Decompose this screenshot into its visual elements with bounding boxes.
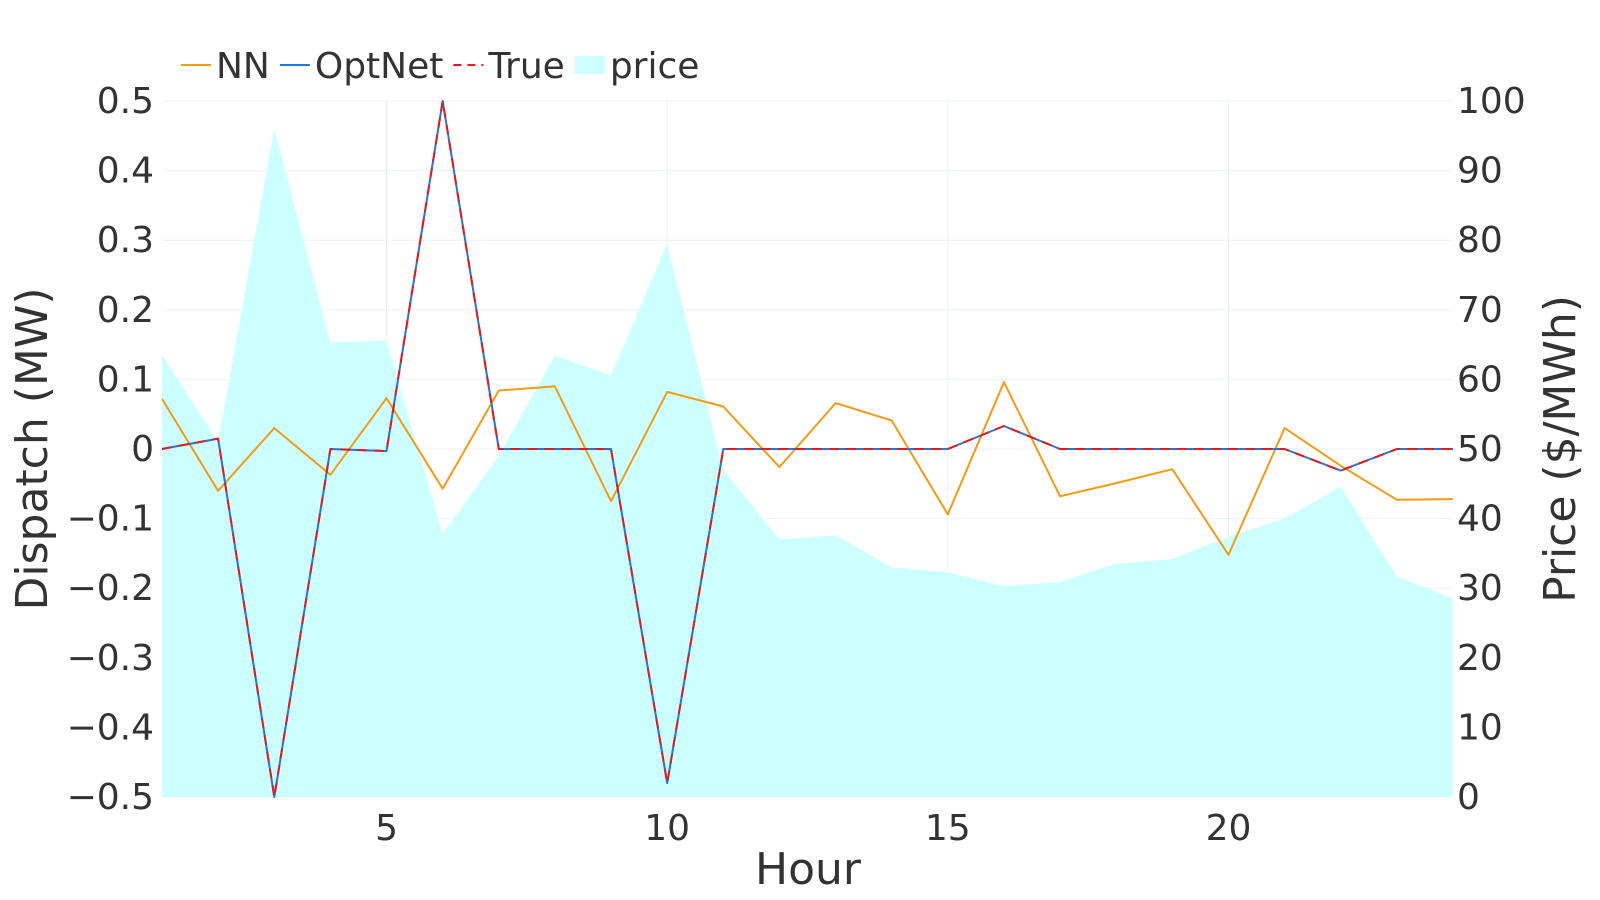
y2-axis-title: Price ($/MWh) (1535, 295, 1586, 603)
y-tick-label: −0.2 (67, 568, 154, 609)
y2-tick-label: 80 (1457, 220, 1503, 261)
legend-item-OptNet: OptNet (279, 46, 444, 87)
legend-item-price: price (574, 46, 700, 87)
legend-label: NN (216, 46, 270, 87)
y-tick-label: 0.4 (97, 151, 154, 192)
y-tick-label: 0 (131, 429, 154, 470)
y2-tick-label: 60 (1457, 359, 1503, 400)
series-price-area (162, 128, 1453, 798)
x-axis-title: Hour (755, 844, 862, 895)
series-NN-line (161, 381, 1454, 556)
line-layer (161, 100, 1454, 798)
legend-label: OptNet (315, 46, 444, 87)
legend-swatch (574, 56, 605, 74)
y-tick-label: 0.2 (97, 290, 154, 331)
y2-tick-label: 20 (1457, 638, 1503, 679)
y2-tick-label: 100 (1457, 81, 1526, 122)
y-axis-title: Dispatch (MW) (7, 287, 58, 610)
legend-label: price (610, 46, 700, 87)
legend-label: True (487, 46, 564, 87)
x-tick-label: 10 (644, 808, 690, 849)
y-tick-label: 0.5 (97, 81, 154, 122)
y2-tick-label: 0 (1457, 777, 1480, 818)
legend-item-True: True (453, 46, 565, 87)
y-tick-label: −0.3 (67, 638, 154, 679)
legend: NN OptNet True price (181, 46, 699, 87)
legend-item-NN: NN (181, 46, 270, 87)
y-tick-label: −0.4 (67, 707, 154, 748)
tick-labels: 0.50.40.30.20.10−0.1−0.2−0.3−0.4−0.51009… (67, 81, 1526, 849)
x-tick-label: 15 (925, 808, 971, 849)
y-tick-label: 0.3 (97, 220, 154, 261)
y2-tick-label: 50 (1457, 429, 1503, 470)
y-tick-label: −0.1 (67, 499, 154, 540)
y2-tick-label: 90 (1457, 151, 1503, 192)
y2-tick-label: 70 (1457, 290, 1503, 331)
price-area-layer (162, 128, 1453, 798)
y-tick-label: −0.5 (67, 777, 154, 818)
y2-tick-label: 30 (1457, 568, 1503, 609)
series-True-line (161, 100, 1453, 798)
x-tick-label: 20 (1206, 808, 1252, 849)
y-tick-label: 0.1 (97, 359, 154, 400)
y2-tick-label: 10 (1457, 707, 1503, 748)
y2-tick-label: 40 (1457, 499, 1503, 540)
x-tick-label: 5 (375, 808, 398, 849)
